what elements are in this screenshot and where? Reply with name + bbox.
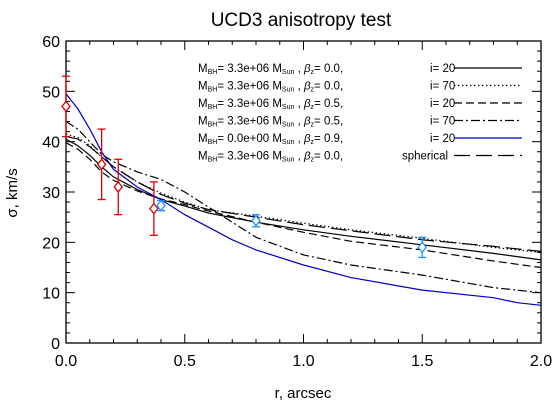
legend-beta-value: = 0.9, — [314, 133, 343, 145]
legend-separator: , — [294, 98, 304, 110]
legend-entry-4: MBH= 3.3e+06 MSun , βz= 0.5, i= 70 — [198, 116, 522, 129]
legend-beta: β — [303, 151, 311, 163]
x-axis-ticks: 0.0 0.5 1.0 1.5 2.0 — [55, 41, 552, 370]
legend-m: M — [198, 98, 208, 110]
x-tick-label: 1.5 — [411, 353, 433, 370]
data-point-5 — [156, 199, 166, 212]
legend-entry-1: MBH= 3.3e+06 MSun , βz= 0.0, i= 20 — [198, 63, 522, 76]
x-tick-label: 0.5 — [174, 353, 196, 370]
legend-tail: i= 20 — [430, 63, 455, 75]
legend-mbh-value: = 3.3e+06 M — [217, 151, 282, 163]
legend-tail: spherical — [402, 151, 448, 163]
series-line-1 — [65, 138, 542, 261]
legend-beta: β — [303, 63, 311, 75]
data-point-1 — [61, 100, 71, 113]
legend-separator: , — [294, 81, 304, 93]
legend-sun-subscript: Sun — [282, 87, 295, 94]
legend-bh-subscript: BH — [208, 139, 218, 146]
legend-bh-subscript: BH — [208, 69, 218, 76]
data-points-layer — [61, 75, 428, 259]
legend-separator: , — [294, 133, 304, 145]
legend-bh-subscript: BH — [208, 157, 218, 164]
legend-beta-value: = 0.0, — [314, 81, 343, 93]
legend-separator: , — [294, 151, 304, 163]
y-tick-label: 30 — [42, 185, 60, 202]
data-point-2 — [96, 158, 107, 171]
legend-sun-subscript: Sun — [282, 157, 295, 164]
legend-mbh-value: = 3.3e+06 M — [217, 116, 282, 128]
legend-separator: , — [294, 63, 304, 75]
legend-beta: β — [303, 98, 311, 110]
x-tick-label: 0.0 — [55, 353, 77, 370]
legend-entry-5: MBH= 0.0e+00 MSun , βz= 0.9, i= 20 — [198, 133, 522, 146]
legend-z-subscript: z — [311, 122, 315, 129]
legend-m: M — [198, 81, 208, 93]
data-point-4 — [149, 202, 159, 215]
y-axis-ticks: 0 10 20 30 40 50 60 — [42, 34, 541, 353]
chart-title: UCD3 anisotropy test — [211, 10, 392, 31]
legend-entry-3: MBH= 3.3e+06 MSun , βz= 0.5, i= 20 — [198, 98, 522, 111]
x-tick-label: 2.0 — [530, 353, 552, 370]
legend-bh-subscript: BH — [208, 122, 218, 129]
legend-tail: i= 20 — [430, 98, 455, 110]
series-line-5 — [65, 93, 542, 306]
y-tick-label: 40 — [42, 135, 60, 152]
y-tick-label: 60 — [42, 34, 60, 51]
series-line-3 — [65, 142, 542, 269]
legend-mbh-value: = 3.3e+06 M — [217, 63, 282, 75]
legend-z-subscript: z — [311, 139, 315, 146]
legend-beta-value: = 0.0, — [314, 151, 343, 163]
y-tick-label: 20 — [42, 235, 60, 252]
legend-tail: i= 70 — [430, 81, 455, 93]
legend-m: M — [198, 151, 208, 163]
legend-z-subscript: z — [311, 157, 315, 164]
legend-label: MBH= 3.3e+06 MSun , βz= 0.0, — [198, 81, 343, 94]
y-tick-label: 0 — [51, 336, 60, 353]
legend-tail: i= 20 — [430, 133, 455, 145]
legend-z-subscript: z — [311, 104, 315, 111]
legend-mbh-value: = 3.3e+06 M — [217, 98, 282, 110]
legend-z-subscript: z — [311, 69, 315, 76]
legend-sun-subscript: Sun — [282, 69, 295, 76]
series-line-4 — [65, 120, 542, 294]
legend-beta: β — [303, 81, 311, 93]
legend-entry-6: MBH= 3.3e+06 MSun , βz= 0.0, spherical — [198, 151, 522, 164]
legend-sun-subscript: Sun — [282, 104, 295, 111]
legend-label: MBH= 3.3e+06 MSun , βz= 0.5, — [198, 98, 343, 111]
y-tick-label: 10 — [42, 286, 60, 303]
legend-label: MBH= 3.3e+06 MSun , βz= 0.0, — [198, 151, 343, 164]
legend-beta-value: = 0.5, — [314, 98, 343, 110]
x-tick-label: 1.0 — [292, 353, 314, 370]
legend-bh-subscript: BH — [208, 104, 218, 111]
legend-m: M — [198, 63, 208, 75]
legend-label: MBH= 0.0e+00 MSun , βz= 0.9, — [198, 133, 343, 146]
legend-beta: β — [303, 116, 311, 128]
x-axis-label: r, arcsec — [275, 385, 332, 402]
legend-sun-subscript: Sun — [282, 122, 295, 129]
legend-sun-subscript: Sun — [282, 139, 295, 146]
y-axis-label: σ, km/s — [4, 168, 21, 217]
legend-beta: β — [303, 133, 311, 145]
y-tick-label: 50 — [42, 84, 60, 101]
legend-tail: i= 70 — [430, 116, 455, 128]
legend-beta-value: = 0.5, — [314, 116, 343, 128]
legend-label: MBH= 3.3e+06 MSun , βz= 0.0, — [198, 63, 343, 76]
data-point-3 — [113, 180, 124, 194]
legend-m: M — [198, 116, 208, 128]
legend-label: MBH= 3.3e+06 MSun , βz= 0.5, — [198, 116, 343, 129]
legend-m: M — [198, 133, 208, 145]
legend-entry-2: MBH= 3.3e+06 MSun , βz= 0.0, i= 70 — [198, 81, 522, 94]
legend-beta-value: = 0.0, — [314, 63, 343, 75]
legend-z-subscript: z — [311, 87, 315, 94]
data-point-7 — [417, 241, 428, 254]
data-point-6 — [251, 214, 261, 227]
legend-separator: , — [294, 116, 304, 128]
legend-mbh-value: = 0.0e+00 M — [217, 133, 282, 145]
legend-mbh-value: = 3.3e+06 M — [217, 81, 282, 93]
legend-bh-subscript: BH — [208, 87, 218, 94]
series-line-6 — [65, 136, 542, 252]
series-layer — [65, 93, 542, 306]
